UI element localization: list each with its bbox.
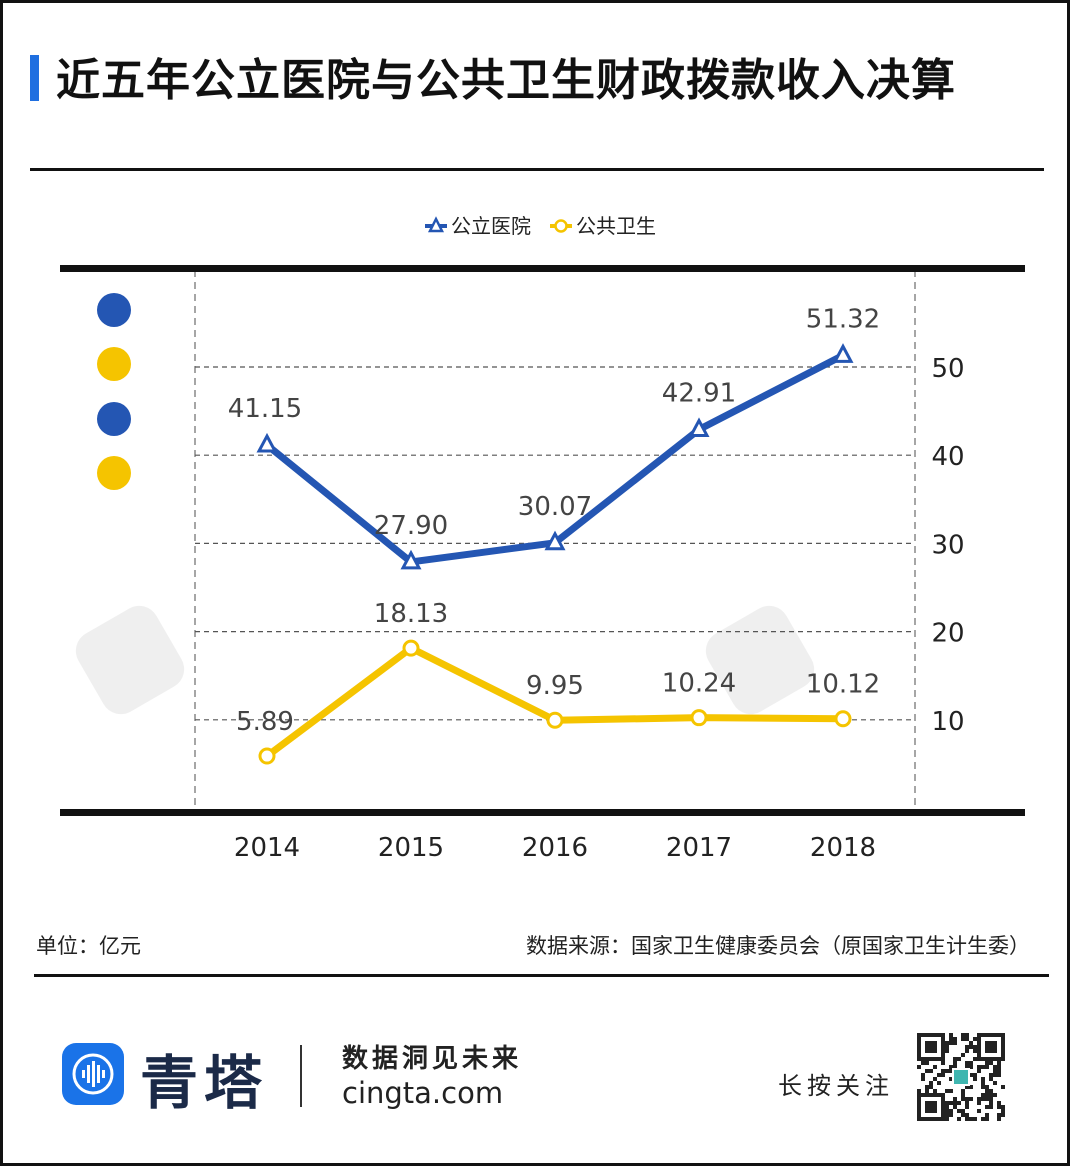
data-point (834, 710, 852, 728)
x-tick-label: 2017 (666, 833, 732, 863)
title-accent-bar (30, 55, 39, 101)
watermark-logo-icon (75, 605, 185, 715)
brand-name: 青塔 (140, 1049, 269, 1117)
data-point (256, 432, 278, 453)
data-label: 10.12 (806, 670, 880, 700)
legend-dot-decoration (97, 347, 131, 381)
legend-dot-decoration (97, 293, 131, 327)
data-point (400, 549, 422, 570)
line-chart: 10 20 30 40 50 2014 2015 2016 2017 2018 41.15 27.90… (60, 214, 1025, 863)
legend-label: 公共卫生 (576, 214, 656, 238)
legend-dot-decoration (97, 402, 131, 436)
data-label: 30.07 (518, 492, 592, 522)
unit-label: 单位：亿元 (36, 934, 141, 958)
data-label: 9.95 (526, 671, 584, 701)
data-label: 27.90 (374, 511, 448, 541)
legend-marker (554, 219, 568, 233)
source-label: 数据来源：国家卫生健康委员会（原国家卫生计生委） (526, 934, 1030, 958)
footer-divider (34, 974, 1049, 977)
y-tick-label: 30 (931, 530, 964, 560)
data-label: 18.13 (374, 599, 448, 629)
data-label: 42.91 (662, 379, 736, 409)
chart-top-rule (60, 265, 1025, 272)
legend-label: 公立医院 (451, 214, 531, 238)
qr-code-icon[interactable] (916, 1032, 1006, 1122)
data-point (688, 417, 710, 438)
soundwave-icon (62, 1043, 124, 1105)
x-tick-label: 2018 (810, 833, 876, 863)
data-label: 5.89 (236, 707, 294, 737)
data-point (258, 747, 276, 765)
watermark-logo-icon (705, 605, 815, 715)
brand-divider (300, 1045, 302, 1107)
data-point (402, 639, 420, 657)
y-tick-label: 50 (931, 354, 964, 384)
data-point (546, 711, 564, 729)
data-label: 10.24 (662, 669, 736, 699)
chart-bottom-rule (60, 809, 1025, 816)
x-tick-label: 2016 (522, 833, 588, 863)
legend-marker (427, 216, 445, 233)
brand-site[interactable]: cingta.com (342, 1076, 504, 1110)
y-tick-label: 10 (931, 707, 964, 737)
page-title: 近五年公立医院与公共卫生财政拨款收入决算 (56, 55, 956, 106)
data-point (690, 709, 708, 727)
follow-label: 长按关注 (778, 1072, 894, 1100)
x-tick-label: 2015 (378, 833, 444, 863)
data-label: 51.32 (806, 304, 880, 334)
x-tick-label: 2014 (234, 833, 300, 863)
legend-dot-decoration (97, 456, 131, 490)
title-divider (30, 168, 1044, 171)
data-label: 41.15 (228, 394, 302, 424)
y-tick-label: 40 (931, 442, 964, 472)
data-point (832, 343, 854, 363)
brand-slogan: 数据洞见未来 (342, 1044, 523, 1074)
data-point (544, 530, 566, 551)
y-tick-label: 20 (931, 619, 964, 649)
